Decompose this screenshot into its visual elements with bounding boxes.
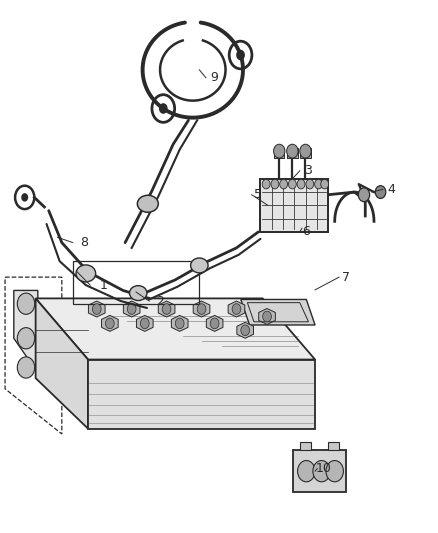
- Polygon shape: [171, 316, 188, 332]
- Text: 7: 7: [342, 271, 350, 284]
- Circle shape: [197, 304, 206, 314]
- Circle shape: [314, 179, 322, 189]
- Circle shape: [92, 304, 101, 314]
- Polygon shape: [158, 301, 175, 317]
- Polygon shape: [102, 316, 118, 332]
- Circle shape: [141, 318, 149, 329]
- Circle shape: [271, 179, 279, 189]
- Bar: [300, 148, 311, 158]
- Bar: [328, 442, 339, 450]
- Polygon shape: [14, 290, 38, 373]
- Polygon shape: [88, 301, 105, 317]
- Circle shape: [358, 188, 370, 201]
- Polygon shape: [137, 316, 153, 332]
- Polygon shape: [259, 309, 276, 325]
- Circle shape: [236, 50, 245, 60]
- Circle shape: [159, 103, 168, 114]
- Circle shape: [280, 179, 288, 189]
- Polygon shape: [206, 316, 223, 332]
- Text: 2: 2: [156, 295, 164, 308]
- Polygon shape: [35, 298, 315, 360]
- Text: 3: 3: [304, 164, 312, 177]
- Circle shape: [321, 179, 328, 189]
- Text: 1: 1: [99, 279, 107, 292]
- Ellipse shape: [138, 195, 158, 212]
- Bar: [300, 442, 311, 450]
- Text: 4: 4: [388, 183, 396, 196]
- Circle shape: [262, 179, 270, 189]
- Text: 5: 5: [254, 188, 262, 201]
- Polygon shape: [193, 301, 210, 317]
- Circle shape: [127, 304, 136, 314]
- Polygon shape: [35, 298, 88, 429]
- Circle shape: [241, 325, 250, 336]
- Text: 9: 9: [211, 71, 219, 84]
- Ellipse shape: [191, 258, 208, 273]
- Text: 10: 10: [316, 462, 332, 475]
- Circle shape: [17, 293, 35, 314]
- Bar: [293, 450, 346, 492]
- Circle shape: [326, 461, 343, 482]
- Bar: [287, 148, 297, 158]
- Circle shape: [313, 461, 330, 482]
- Circle shape: [297, 179, 305, 189]
- Text: 6: 6: [302, 225, 310, 238]
- Polygon shape: [228, 301, 245, 317]
- Polygon shape: [241, 300, 315, 325]
- Circle shape: [288, 179, 296, 189]
- Circle shape: [306, 179, 314, 189]
- Circle shape: [375, 185, 386, 198]
- Text: 8: 8: [80, 236, 88, 249]
- Circle shape: [17, 357, 35, 378]
- Circle shape: [263, 311, 272, 322]
- Circle shape: [175, 318, 184, 329]
- Circle shape: [287, 144, 298, 158]
- Circle shape: [232, 304, 241, 314]
- Polygon shape: [88, 360, 315, 429]
- Circle shape: [210, 318, 219, 329]
- Ellipse shape: [76, 265, 95, 282]
- Circle shape: [297, 461, 315, 482]
- Bar: [274, 148, 285, 158]
- Circle shape: [300, 144, 311, 158]
- Bar: [261, 179, 328, 232]
- Circle shape: [274, 144, 285, 158]
- Circle shape: [162, 304, 171, 314]
- Polygon shape: [124, 301, 140, 317]
- Circle shape: [106, 318, 114, 329]
- Polygon shape: [237, 322, 254, 338]
- Circle shape: [21, 193, 28, 201]
- Circle shape: [17, 328, 35, 349]
- Ellipse shape: [130, 286, 147, 301]
